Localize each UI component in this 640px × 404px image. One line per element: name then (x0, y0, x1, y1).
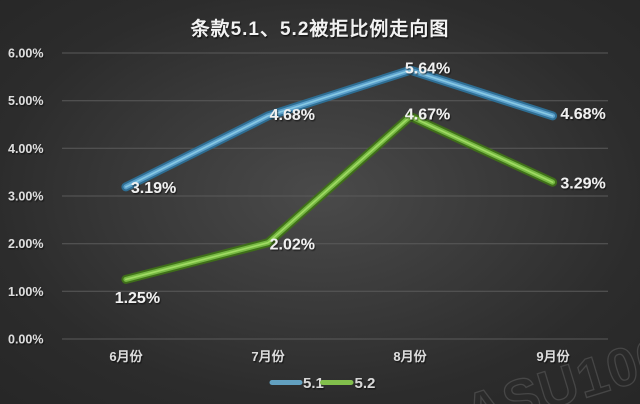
svg-text:1.25%: 1.25% (115, 290, 160, 307)
svg-text:4.67%: 4.67% (405, 106, 450, 123)
svg-text:6.00%: 6.00% (8, 47, 43, 61)
svg-text:5.64%: 5.64% (405, 61, 450, 78)
svg-text:ASU100: ASU100 (458, 325, 640, 404)
svg-text:2.00%: 2.00% (8, 237, 43, 251)
svg-text:3.00%: 3.00% (8, 190, 43, 204)
svg-text:6月份: 6月份 (109, 349, 143, 364)
svg-text:4.00%: 4.00% (8, 142, 43, 156)
svg-text:1.00%: 1.00% (8, 285, 43, 299)
svg-text:8月份: 8月份 (393, 349, 427, 364)
svg-text:2.02%: 2.02% (270, 237, 315, 254)
svg-text:9月份: 9月份 (536, 349, 570, 364)
svg-text:0.00%: 0.00% (8, 333, 43, 347)
svg-text:3.19%: 3.19% (131, 180, 176, 197)
svg-text:5.2: 5.2 (355, 375, 376, 392)
svg-text:5.00%: 5.00% (8, 94, 43, 108)
svg-text:3.29%: 3.29% (560, 175, 605, 192)
svg-text:4.68%: 4.68% (560, 106, 605, 123)
svg-text:4.68%: 4.68% (270, 107, 315, 124)
svg-text:7月份: 7月份 (251, 349, 285, 364)
